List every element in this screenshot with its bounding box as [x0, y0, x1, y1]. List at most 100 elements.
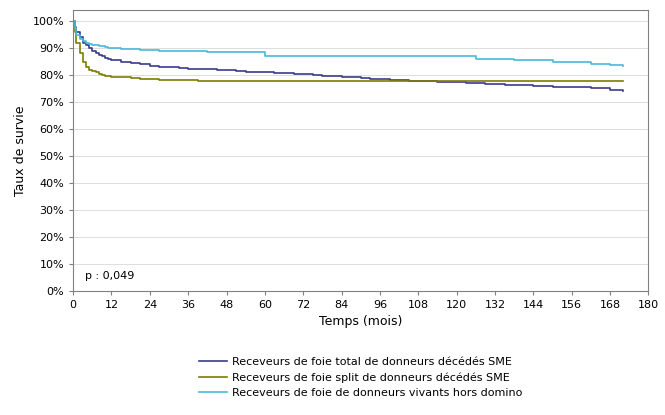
Receveurs de foie split de donneurs décédés SME [165, 77, 173, 82]
Receveurs de foie de donneurs vivants hors domino [338, 54, 346, 59]
Receveurs de foie total de donneurs décédés SME [338, 74, 346, 79]
Receveurs de foie split de donneurs décédés SME [194, 78, 201, 83]
Receveurs de foie split de donneurs décédés SME [184, 78, 192, 83]
Receveurs de foie split de donneurs décédés SME [529, 79, 537, 84]
Receveurs de foie de donneurs vivants hors domino [568, 60, 576, 65]
Receveurs de foie de donneurs vivants hors domino [146, 48, 154, 53]
Receveurs de foie split de donneurs décédés SME [472, 79, 480, 84]
Receveurs de foie de donneurs vivants hors domino [203, 49, 211, 54]
Receveurs de foie split de donneurs décédés SME [72, 40, 80, 45]
Receveurs de foie split de donneurs décédés SME [82, 64, 90, 69]
Receveurs de foie split de donneurs décédés SME [619, 79, 627, 84]
Receveurs de foie split de donneurs décédés SME [414, 79, 422, 84]
Receveurs de foie split de donneurs décédés SME [117, 75, 125, 80]
Receveurs de foie de donneurs vivants hors domino [127, 46, 135, 51]
Receveurs de foie de donneurs vivants hors domino [94, 44, 102, 49]
Receveurs de foie split de donneurs décédés SME [376, 79, 384, 84]
Receveurs de foie de donneurs vivants hors domino [261, 54, 269, 59]
Receveurs de foie split de donneurs décédés SME [203, 78, 211, 83]
Receveurs de foie split de donneurs décédés SME [357, 79, 365, 84]
Receveurs de foie split de donneurs décédés SME [453, 79, 461, 84]
Receveurs de foie split de donneurs décédés SME [98, 73, 106, 78]
Receveurs de foie split de donneurs décédés SME [70, 29, 78, 34]
Receveurs de foie de donneurs vivants hors domino [117, 46, 125, 51]
Receveurs de foie de donneurs vivants hors domino [357, 54, 365, 59]
Receveurs de foie total de donneurs décédés SME [606, 87, 614, 92]
Receveurs de foie de donneurs vivants hors domino [88, 42, 96, 47]
Receveurs de foie de donneurs vivants hors domino [491, 57, 499, 62]
Line: Receveurs de foie split de donneurs décédés SME: Receveurs de foie split de donneurs décé… [73, 21, 623, 81]
Receveurs de foie split de donneurs décédés SME [606, 79, 614, 84]
Receveurs de foie de donneurs vivants hors domino [104, 45, 112, 50]
Y-axis label: Taux de survie: Taux de survie [14, 105, 27, 196]
Receveurs de foie de donneurs vivants hors domino [76, 36, 84, 41]
Receveurs de foie de donneurs vivants hors domino [510, 57, 518, 62]
Receveurs de foie de donneurs vivants hors domino [101, 44, 109, 49]
Receveurs de foie de donneurs vivants hors domino [376, 54, 384, 59]
Receveurs de foie de donneurs vivants hors domino [98, 44, 106, 49]
Receveurs de foie split de donneurs décédés SME [69, 19, 77, 24]
Receveurs de foie de donneurs vivants hors domino [184, 49, 192, 54]
Receveurs de foie total de donneurs décédés SME [69, 19, 77, 24]
Receveurs de foie split de donneurs décédés SME [156, 77, 164, 82]
Receveurs de foie split de donneurs décédés SME [136, 76, 144, 81]
Receveurs de foie split de donneurs décédés SME [568, 79, 576, 84]
Receveurs de foie de donneurs vivants hors domino [549, 59, 557, 64]
Receveurs de foie de donneurs vivants hors domino [395, 54, 403, 59]
Receveurs de foie split de donneurs décédés SME [88, 68, 96, 73]
Receveurs de foie de donneurs vivants hors domino [299, 54, 307, 59]
Line: Receveurs de foie total de donneurs décédés SME: Receveurs de foie total de donneurs décé… [73, 21, 623, 90]
Receveurs de foie split de donneurs décédés SME [76, 51, 84, 56]
Receveurs de foie split de donneurs décédés SME [319, 79, 327, 84]
Receveurs de foie de donneurs vivants hors domino [223, 49, 231, 54]
Receveurs de foie split de donneurs décédés SME [223, 78, 231, 83]
Receveurs de foie de donneurs vivants hors domino [92, 43, 100, 48]
Receveurs de foie total de donneurs décédés SME [619, 88, 627, 93]
Receveurs de foie de donneurs vivants hors domino [453, 54, 461, 59]
Receveurs de foie split de donneurs décédés SME [78, 59, 86, 64]
Receveurs de foie de donneurs vivants hors domino [85, 42, 93, 47]
Receveurs de foie de donneurs vivants hors domino [529, 58, 537, 63]
Receveurs de foie de donneurs vivants hors domino [136, 47, 144, 52]
X-axis label: Temps (mois): Temps (mois) [319, 315, 402, 328]
Receveurs de foie split de donneurs décédés SME [146, 77, 154, 82]
Receveurs de foie de donneurs vivants hors domino [587, 62, 595, 67]
Line: Receveurs de foie de donneurs vivants hors domino: Receveurs de foie de donneurs vivants ho… [73, 21, 623, 66]
Legend: Receveurs de foie total de donneurs décédés SME, Receveurs de foie split de donn: Receveurs de foie total de donneurs décé… [194, 352, 527, 403]
Receveurs de foie de donneurs vivants hors domino [72, 32, 80, 37]
Receveurs de foie de donneurs vivants hors domino [434, 54, 442, 59]
Receveurs de foie de donneurs vivants hors domino [156, 48, 164, 53]
Receveurs de foie split de donneurs décédés SME [299, 79, 307, 84]
Receveurs de foie split de donneurs décédés SME [242, 78, 250, 83]
Receveurs de foie de donneurs vivants hors domino [165, 49, 173, 54]
Receveurs de foie de donneurs vivants hors domino [78, 39, 86, 44]
Receveurs de foie de donneurs vivants hors domino [108, 46, 116, 51]
Receveurs de foie split de donneurs décédés SME [280, 79, 288, 84]
Receveurs de foie total de donneurs décédés SME [491, 82, 499, 87]
Receveurs de foie split de donneurs décédés SME [491, 79, 499, 84]
Receveurs de foie split de donneurs décédés SME [101, 73, 109, 78]
Receveurs de foie de donneurs vivants hors domino [70, 25, 78, 30]
Receveurs de foie de donneurs vivants hors domino [82, 41, 90, 46]
Receveurs de foie split de donneurs décédés SME [94, 71, 102, 76]
Receveurs de foie de donneurs vivants hors domino [619, 63, 627, 68]
Receveurs de foie total de donneurs décédés SME [82, 43, 90, 48]
Receveurs de foie de donneurs vivants hors domino [606, 63, 614, 68]
Receveurs de foie de donneurs vivants hors domino [280, 54, 288, 59]
Receveurs de foie de donneurs vivants hors domino [472, 56, 480, 61]
Receveurs de foie split de donneurs décédés SME [108, 74, 116, 79]
Receveurs de foie de donneurs vivants hors domino [414, 54, 422, 59]
Receveurs de foie split de donneurs décédés SME [261, 79, 269, 84]
Receveurs de foie split de donneurs décédés SME [395, 79, 403, 84]
Receveurs de foie total de donneurs décédés SME [104, 56, 112, 61]
Receveurs de foie split de donneurs décédés SME [434, 79, 442, 84]
Receveurs de foie split de donneurs décédés SME [338, 79, 346, 84]
Receveurs de foie split de donneurs décédés SME [104, 73, 112, 78]
Receveurs de foie de donneurs vivants hors domino [242, 49, 250, 54]
Receveurs de foie de donneurs vivants hors domino [319, 54, 327, 59]
Receveurs de foie de donneurs vivants hors domino [69, 19, 77, 24]
Receveurs de foie split de donneurs décédés SME [92, 70, 100, 75]
Receveurs de foie split de donneurs décédés SME [85, 67, 93, 72]
Receveurs de foie total de donneurs décédés SME [136, 62, 144, 67]
Text: p : 0,049: p : 0,049 [84, 271, 134, 281]
